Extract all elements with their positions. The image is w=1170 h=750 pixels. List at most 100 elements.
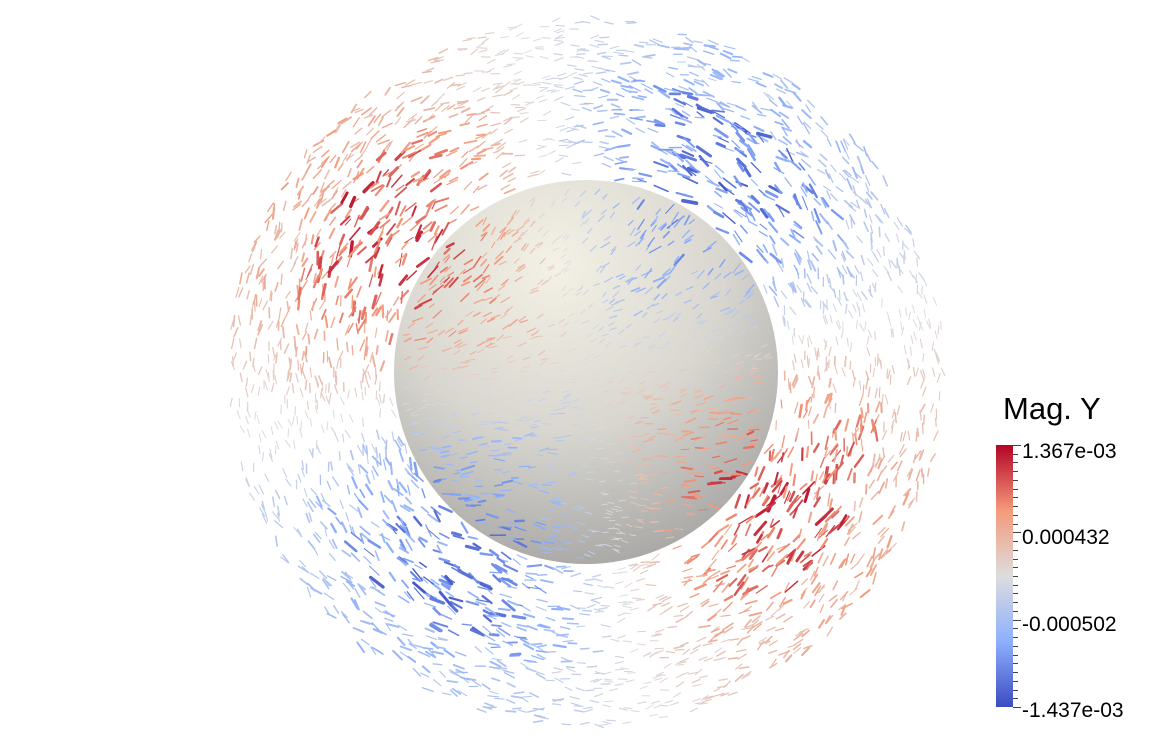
- vector-glyph: [536, 653, 546, 660]
- vector-glyph: [390, 174, 403, 188]
- vector-glyph: [634, 473, 644, 477]
- vector-glyph: [733, 368, 741, 371]
- vector-glyph: [286, 386, 290, 396]
- vector-glyph: [404, 236, 414, 244]
- vector-glyph: [769, 252, 783, 264]
- vector-glyph: [391, 431, 395, 442]
- vector-glyph: [363, 548, 375, 557]
- vector-glyph: [649, 714, 658, 717]
- vector-glyph: [417, 650, 431, 658]
- vector-glyph: [338, 450, 341, 461]
- vector-glyph: [245, 377, 249, 388]
- vector-glyph: [656, 169, 668, 173]
- vector-glyph: [609, 115, 620, 120]
- vector-glyph: [530, 287, 539, 291]
- vector-glyph: [659, 689, 670, 691]
- vector-glyph: [496, 142, 506, 150]
- vector-glyph: [345, 154, 355, 160]
- vector-glyph: [368, 107, 378, 116]
- vector-glyph: [529, 423, 537, 428]
- vector-glyph: [860, 414, 863, 429]
- vector-glyph: [377, 116, 384, 126]
- vector-glyph: [634, 311, 641, 317]
- vector-glyph: [597, 215, 605, 223]
- vector-glyph: [345, 341, 349, 353]
- vector-glyph: [709, 411, 722, 414]
- vector-glyph: [330, 426, 337, 435]
- vector-glyph: [392, 649, 403, 661]
- vector-glyph: [478, 172, 489, 181]
- vector-glyph: [712, 580, 724, 593]
- vector-glyph: [870, 419, 878, 434]
- vector-glyph: [687, 489, 701, 494]
- vector-glyph: [232, 352, 237, 362]
- vector-glyph: [402, 151, 417, 159]
- vector-glyph: [663, 663, 672, 669]
- vector-glyph: [529, 170, 540, 175]
- vector-glyph: [702, 642, 713, 647]
- vector-glyph: [618, 571, 628, 574]
- vector-glyph: [604, 135, 616, 138]
- vector-glyph: [720, 614, 731, 617]
- vector-glyph: [420, 95, 430, 104]
- vector-glyph: [759, 223, 768, 231]
- vector-glyph: [735, 362, 743, 366]
- vector-glyph: [394, 102, 404, 112]
- vector-glyph: [417, 538, 426, 548]
- vector-glyph: [496, 659, 507, 668]
- vector-glyph: [934, 330, 938, 340]
- vector-glyph: [488, 549, 500, 558]
- vector-glyph: [480, 231, 488, 237]
- vector-glyph: [665, 651, 676, 654]
- vector-glyph: [372, 465, 379, 477]
- vector-glyphs-front: [396, 188, 774, 559]
- vector-glyph: [411, 139, 423, 145]
- vector-glyph: [857, 553, 865, 564]
- vector-glyph: [449, 689, 459, 697]
- vector-glyph: [545, 616, 556, 622]
- vector-glyph: [901, 326, 905, 336]
- vector-glyph: [340, 521, 348, 534]
- vector-glyph: [462, 267, 474, 274]
- vector-glyph: [935, 352, 940, 363]
- vector-glyph: [590, 15, 600, 21]
- vector-glyph: [550, 470, 558, 474]
- vector-glyph: [642, 439, 654, 443]
- vector-glyph: [824, 314, 828, 324]
- vector-glyph: [703, 44, 716, 48]
- vector-glyph: [432, 402, 439, 407]
- vector-glyph: [821, 197, 830, 208]
- vector-glyph: [718, 102, 730, 108]
- vector-glyph: [714, 361, 722, 364]
- vector-glyph: [863, 208, 868, 219]
- vector-glyph: [553, 84, 564, 86]
- vector-glyph: [248, 492, 256, 501]
- vector-glyph: [668, 66, 679, 70]
- vector-glyph: [272, 511, 279, 519]
- vector-glyph: [600, 241, 611, 249]
- vector-glyph: [762, 194, 776, 201]
- vector-glyph: [260, 248, 263, 260]
- vector-glyph: [371, 469, 375, 481]
- vector-glyph: [469, 628, 486, 637]
- vector-glyph: [488, 632, 500, 637]
- vector-glyph: [509, 87, 518, 92]
- vector-glyph: [538, 213, 545, 219]
- vector-glyph: [773, 161, 782, 173]
- vector-glyph: [748, 201, 761, 213]
- vector-glyph: [484, 702, 495, 707]
- vector-glyph: [320, 192, 325, 203]
- vector-glyph: [781, 126, 788, 137]
- vector-glyph: [542, 138, 552, 141]
- vector-glyph: [361, 391, 364, 401]
- vector-glyph: [674, 413, 684, 416]
- vector-glyph: [641, 83, 653, 90]
- vector-glyph: [397, 624, 408, 631]
- vector-glyph: [258, 298, 263, 307]
- vector-glyph: [530, 642, 543, 646]
- vector-glyph: [268, 452, 274, 462]
- vector-glyph: [721, 107, 735, 113]
- vector-glyph: [535, 671, 545, 676]
- vector-glyph: [321, 282, 327, 296]
